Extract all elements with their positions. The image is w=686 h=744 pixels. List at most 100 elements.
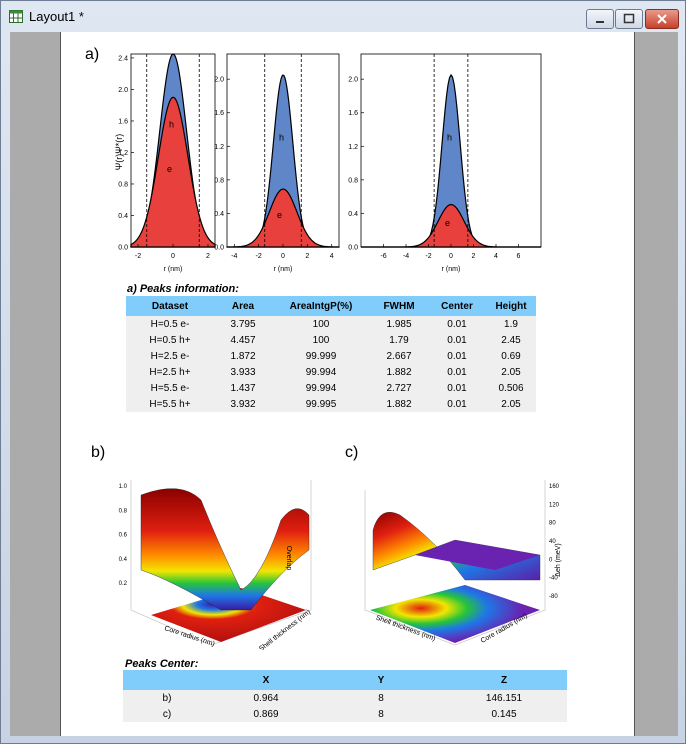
table-cell: 100 — [272, 332, 370, 348]
z-tick-label: -40 — [549, 576, 558, 582]
table-cell: 0.145 — [441, 706, 567, 722]
maximize-button[interactable] — [615, 9, 643, 29]
table-cell: 3.933 — [214, 364, 272, 380]
axis-box — [364, 480, 546, 646]
table-cell: 0.01 — [428, 332, 486, 348]
minimize-button[interactable] — [586, 9, 614, 29]
table-cell: 0.506 — [486, 380, 536, 396]
y-tick-label: 1.2 — [214, 144, 224, 151]
table-cell: 0.69 — [486, 348, 536, 364]
z-tick-label: 0.4 — [119, 557, 128, 563]
column-header: Dataset — [126, 296, 214, 316]
table-cell: 3.795 — [214, 316, 272, 332]
axis-box — [130, 480, 312, 646]
y-axis-label: Ψ(r)Ψ*(r) — [114, 134, 124, 171]
table-cell: 100 — [272, 316, 370, 332]
table-cell: 1.437 — [214, 380, 272, 396]
energy-surface-plateau — [415, 540, 540, 570]
x-tick-label: 0 — [171, 253, 175, 260]
surface-projection — [370, 585, 540, 643]
electron-label: e — [277, 210, 282, 220]
peaks-info-caption: a) Peaks information: — [127, 283, 239, 295]
column-header — [123, 670, 211, 690]
table-row: H=0.5 e- 3.795 100 1.985 0.01 1.9 — [126, 316, 536, 332]
column-header: Y — [321, 670, 441, 690]
y-tick-label: 2.0 — [214, 77, 224, 84]
electron-label: e — [167, 164, 172, 174]
z-tick-label: 0.8 — [119, 508, 128, 514]
table-cell: 2.05 — [486, 364, 536, 380]
x-tick-label: -4 — [231, 253, 237, 260]
y-tick-label: 0.0 — [348, 245, 358, 252]
table-row: H=2.5 e- 1.872 99.999 2.667 0.01 0.69 — [126, 348, 536, 364]
z-tick-label: 40 — [549, 539, 556, 545]
table-cell: 1.882 — [370, 396, 428, 412]
table-cell: H=2.5 e- — [126, 348, 214, 364]
layout-page: a) Ψ(r)Ψ*(r) 0.0 0.4 0.8 1.2 1.6 2.0 2.4 -2 0 2 r … — [60, 32, 635, 736]
peaks-info-table: Dataset Area AreaIntgP(%) FWHM Center Height … — [126, 296, 536, 412]
table-cell: 146.151 — [441, 690, 567, 706]
x-tick-label: -2 — [135, 253, 141, 260]
table-cell: 2.45 — [486, 332, 536, 348]
y-tick-label: 0.8 — [118, 181, 128, 188]
table-cell: H=0.5 e- — [126, 316, 214, 332]
y-tick-label: 2.0 — [348, 77, 358, 84]
z-axis-label: Δeh (meV) — [555, 543, 562, 576]
table-row: H=5.5 h+ 3.932 99.995 1.882 0.01 2.05 — [126, 396, 536, 412]
column-header: Center — [428, 296, 486, 316]
column-header: Area — [214, 296, 272, 316]
table-cell: 1.9 — [486, 316, 536, 332]
table-cell: 99.994 — [272, 380, 370, 396]
table-cell: 1.872 — [214, 348, 272, 364]
panel-b-label: b) — [91, 444, 106, 461]
hole-label: h — [447, 132, 452, 142]
z-axis-label: Overlap — [285, 546, 292, 571]
table-cell: 0.01 — [428, 380, 486, 396]
minimize-icon — [596, 21, 604, 23]
table-cell: H=5.5 h+ — [126, 396, 214, 412]
title-bar[interactable]: Layout1 * — [1, 1, 685, 31]
table-row: c) 0.869 8 0.145 — [123, 706, 567, 722]
close-button[interactable] — [645, 9, 679, 29]
column-header: Z — [441, 670, 567, 690]
x-tick-label: 0 — [449, 253, 453, 260]
panel-a-label: a) — [85, 46, 100, 63]
table-cell: 1.79 — [370, 332, 428, 348]
layout-icon — [9, 10, 23, 23]
table-cell: H=2.5 h+ — [126, 364, 214, 380]
x-tick-label: 4 — [330, 253, 334, 260]
table-cell: 0.964 — [211, 690, 321, 706]
surface-plot-b: 1.00.80.60.40.2 Overlap Core radius (nm)… — [119, 480, 312, 650]
table-cell: 4.457 — [214, 332, 272, 348]
x-tick-label: 6 — [517, 253, 521, 260]
y-tick-label: 1.2 — [348, 144, 358, 151]
hole-label: h — [279, 132, 284, 142]
table-cell: 8 — [321, 706, 441, 722]
table-row: H=0.5 h+ 4.457 100 1.79 0.01 2.45 — [126, 332, 536, 348]
y-tick-label: 0.0 — [118, 245, 128, 252]
y-tick-label: 2.0 — [118, 87, 128, 94]
table-row: H=2.5 h+ 3.933 99.994 1.882 0.01 2.05 — [126, 364, 536, 380]
x-axis-label: r (nm) — [164, 266, 183, 273]
y-tick-label: 0.0 — [214, 245, 224, 252]
z-tick-label: 120 — [549, 502, 560, 508]
y-tick-label: 0.8 — [348, 177, 358, 184]
electron-label: e — [445, 218, 450, 228]
z-tick-label: 0 — [549, 557, 553, 563]
wavefunction-plot-1: Ψ(r)Ψ*(r) 0.0 0.4 0.8 1.2 1.6 2.0 2.4 -2 0 2 r (nm… — [114, 53, 216, 273]
y-tick-label: 1.6 — [118, 118, 128, 125]
table-cell: 1.882 — [370, 364, 428, 380]
electron-density-area — [130, 96, 216, 248]
electron-density-area — [226, 188, 340, 248]
column-header: X — [211, 670, 321, 690]
table-cell: 8 — [321, 690, 441, 706]
column-header: Height — [486, 296, 536, 316]
y-tick-label: 1.6 — [348, 110, 358, 117]
x-tick-label: 2 — [206, 253, 210, 260]
y-tick-label: 2.4 — [118, 55, 128, 62]
overlap-surface — [140, 488, 310, 611]
x-tick-label: 2 — [305, 253, 309, 260]
table-cell: c) — [123, 706, 211, 722]
